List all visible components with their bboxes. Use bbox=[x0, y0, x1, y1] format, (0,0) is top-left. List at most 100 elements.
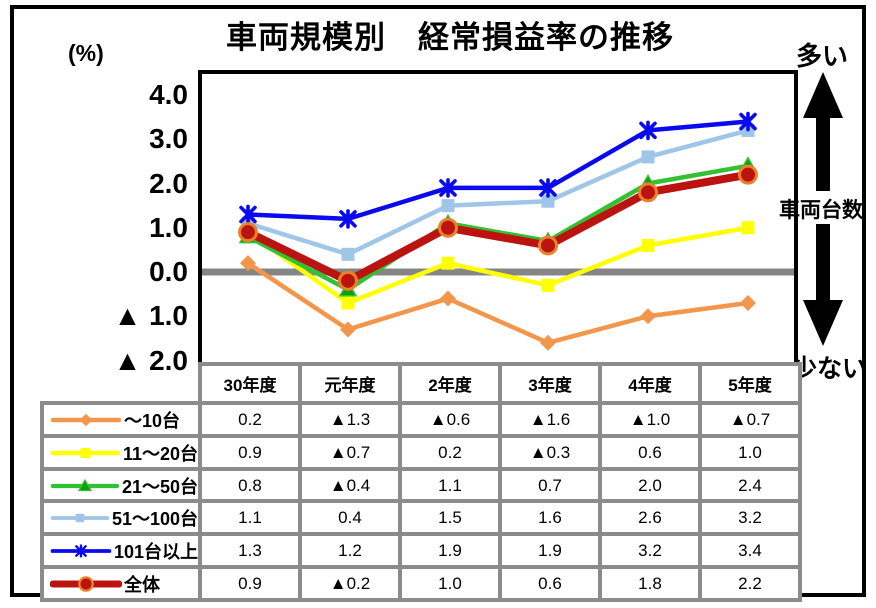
square-marker-icon bbox=[641, 238, 655, 252]
legend-label: 11～20台 bbox=[122, 443, 198, 464]
plot-area bbox=[198, 70, 798, 362]
table-header-cell: 元年度 bbox=[298, 362, 402, 405]
table-cell: 0.9 bbox=[198, 565, 302, 602]
diamond-marker-icon bbox=[640, 308, 656, 325]
chart-title: 車両規模別 経常損益率の推移 bbox=[226, 20, 674, 55]
square-marker-icon bbox=[80, 447, 91, 458]
square-marker-icon bbox=[441, 199, 455, 213]
y-tick-label: 4.0 bbox=[149, 79, 188, 110]
diamond-marker-icon bbox=[740, 294, 756, 311]
square-marker-icon bbox=[341, 296, 355, 310]
square-marker-icon bbox=[541, 194, 555, 208]
legend-item: 11～20台 bbox=[40, 434, 202, 471]
square-marker-icon bbox=[441, 256, 455, 270]
y-axis-unit-label: (%) bbox=[68, 40, 104, 66]
square-marker-icon bbox=[541, 278, 555, 292]
legend-label: ～10台 bbox=[124, 410, 181, 431]
annotation-few-label: 少ない bbox=[792, 355, 868, 383]
legend-icon bbox=[50, 413, 122, 426]
vehicle-count-arrow-icon bbox=[803, 72, 843, 346]
x-marker-icon bbox=[739, 111, 757, 132]
x-marker-icon bbox=[639, 120, 657, 141]
table-header-cell: 30年度 bbox=[198, 362, 302, 405]
table-cell: ▲0.7 bbox=[698, 401, 802, 438]
table-cell: ▲1.0 bbox=[598, 401, 702, 438]
table-cell: 3.2 bbox=[598, 532, 702, 569]
table-cell: 2.6 bbox=[598, 499, 702, 536]
x-marker-icon bbox=[239, 204, 257, 225]
legend-icon bbox=[50, 575, 122, 592]
table-cell: ▲1.6 bbox=[498, 401, 602, 438]
table-cell: 1.6 bbox=[498, 499, 602, 536]
table-cell: ▲0.2 bbox=[298, 565, 402, 602]
table-cell: 1.3 bbox=[198, 532, 302, 569]
table-cell: 3.2 bbox=[698, 499, 802, 536]
legend-label: 全体 bbox=[124, 574, 160, 595]
diamond-marker-icon bbox=[440, 290, 456, 307]
x-marker-icon bbox=[439, 178, 457, 198]
table-cell: 0.2 bbox=[398, 434, 502, 471]
table-cell: ▲0.4 bbox=[298, 467, 402, 504]
y-tick-label: 2.0 bbox=[149, 167, 188, 199]
legend-icon bbox=[50, 447, 121, 458]
table-cell: 0.8 bbox=[198, 467, 302, 504]
circle-marker-icon bbox=[238, 222, 258, 243]
table-cell: ▲0.7 bbox=[298, 434, 402, 471]
legend-item: 全体 bbox=[40, 565, 202, 602]
circle-marker-icon bbox=[438, 217, 458, 238]
table-cell: 2.2 bbox=[698, 565, 802, 602]
diamond-marker-icon bbox=[340, 321, 356, 338]
series-line-circle bbox=[244, 170, 752, 285]
circle-marker-icon bbox=[638, 182, 658, 203]
table-cell: ▲1.3 bbox=[298, 401, 402, 438]
x-marker-icon bbox=[75, 543, 87, 558]
table-header-cell: 2年度 bbox=[398, 362, 502, 405]
circle-marker-icon bbox=[338, 270, 358, 291]
circle-marker-icon bbox=[538, 235, 558, 256]
legend-item: 21～50台 bbox=[40, 467, 202, 504]
table-header-cell: 4年度 bbox=[598, 362, 702, 405]
series-line-triangle bbox=[245, 163, 751, 292]
x-marker-icon bbox=[539, 178, 557, 198]
annotation-vehicle-count-label: 車両台数 bbox=[779, 199, 863, 222]
table-cell: 1.8 bbox=[598, 565, 702, 602]
series-line-square bbox=[245, 128, 751, 257]
legend-icon bbox=[50, 478, 120, 491]
table-cell: 0.4 bbox=[298, 499, 402, 536]
y-tick-label: 3.0 bbox=[149, 123, 188, 155]
circle-marker-icon bbox=[78, 575, 94, 592]
table-cell: 1.0 bbox=[698, 434, 802, 471]
legend-icon bbox=[50, 543, 112, 558]
square-marker-icon bbox=[641, 150, 655, 164]
y-tick-label: 0.0 bbox=[149, 256, 188, 287]
square-marker-icon bbox=[341, 247, 355, 261]
table-cell: ▲0.6 bbox=[398, 401, 502, 438]
diamond-marker-icon bbox=[79, 413, 93, 426]
square-marker-icon bbox=[741, 221, 755, 235]
triangle-marker-icon bbox=[77, 478, 93, 491]
series-line-diamond bbox=[245, 260, 751, 346]
legend-item: ～10台 bbox=[40, 401, 202, 438]
table-cell: 0.6 bbox=[498, 565, 602, 602]
table-cell: 3.4 bbox=[698, 532, 802, 569]
table-cell: 1.0 bbox=[398, 565, 502, 602]
series-line-square bbox=[245, 225, 751, 306]
legend-item: 51～100台 bbox=[40, 499, 202, 536]
table-header-cell: 3年度 bbox=[498, 362, 602, 405]
line-chart bbox=[198, 70, 798, 362]
legend-label: 21～50台 bbox=[121, 476, 198, 497]
table-cell: ▲0.3 bbox=[498, 434, 602, 471]
legend-icon bbox=[50, 513, 110, 522]
y-tick-label: ▲ 1.0 bbox=[113, 300, 188, 332]
legend-item: 101台以上 bbox=[40, 532, 202, 569]
circle-marker-icon bbox=[738, 164, 758, 185]
square-marker-icon bbox=[75, 513, 85, 522]
series-line-x bbox=[245, 119, 751, 222]
table-cell: 0.2 bbox=[198, 401, 302, 438]
table-cell: 1.1 bbox=[198, 499, 302, 536]
table-cell: 1.5 bbox=[398, 499, 502, 536]
table-cell: 1.9 bbox=[498, 532, 602, 569]
table-cell: 0.6 bbox=[598, 434, 702, 471]
diamond-marker-icon bbox=[240, 255, 256, 272]
